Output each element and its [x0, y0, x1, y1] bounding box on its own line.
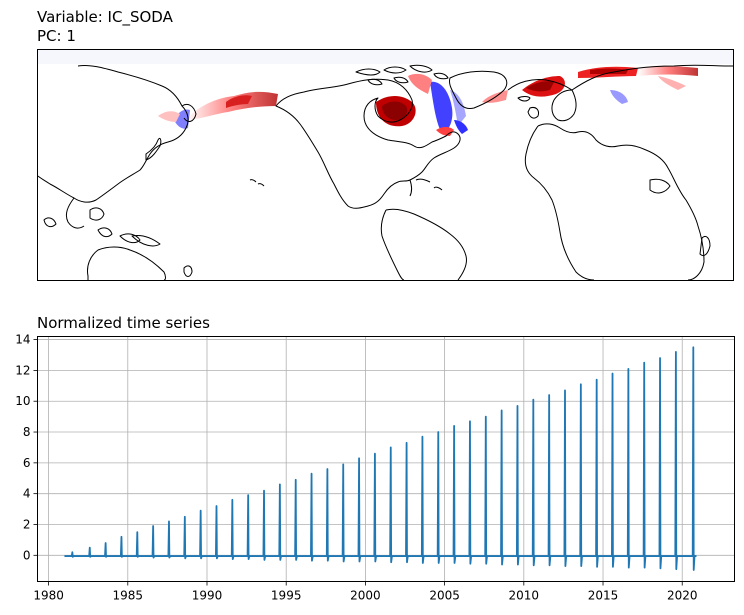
arabia-coast	[649, 178, 671, 194]
pc-spatial-map	[37, 49, 734, 281]
x-tick-label: 1985	[113, 589, 144, 603]
x-tick-label: 2015	[588, 589, 619, 603]
series-line	[64, 346, 697, 571]
greenland-coast	[449, 70, 508, 109]
map-title-pc: PC: 1	[37, 27, 76, 45]
y-tick-label: 8	[23, 425, 31, 439]
north-america-coast	[275, 78, 461, 209]
australia-coast	[87, 246, 166, 280]
caribbean-islands	[415, 178, 443, 191]
plot-frame	[37, 336, 735, 582]
y-tick-label: 2	[23, 517, 31, 531]
x-tick-label: 1980	[33, 589, 64, 603]
series-path	[64, 346, 697, 571]
greenland-sea-positive	[482, 90, 508, 103]
x-tick-label: 1990	[192, 589, 223, 603]
y-tick-label: 10	[15, 394, 30, 408]
baffin-positive	[408, 73, 432, 94]
coastlines	[38, 64, 733, 280]
iceland-coast	[517, 96, 531, 102]
japan-coast	[145, 137, 162, 161]
y-tick-label: 0	[23, 548, 31, 562]
grid-lines	[37, 336, 735, 582]
x-tick-label: 1995	[271, 589, 302, 603]
arctic-ocean-tint	[38, 50, 733, 64]
south-east-asia	[43, 197, 141, 244]
x-tick-label: 2000	[350, 589, 381, 603]
timeseries-title: Normalized time series	[37, 314, 210, 332]
map-title-variable: Variable: IC_SODA	[37, 8, 173, 26]
florida-coast	[409, 179, 412, 197]
madagascar-coast	[699, 235, 711, 257]
scandinavia-coast	[551, 89, 577, 122]
x-tick-label: 2010	[509, 589, 540, 603]
y-tick-label: 12	[15, 363, 30, 377]
y-axis-ticks: 0 2 4 6 8 10 12 14	[15, 333, 38, 562]
new-zealand-coast	[183, 265, 193, 277]
south-america-coast	[380, 208, 467, 280]
labrador-negative	[430, 81, 453, 134]
x-tick-label: 2020	[667, 589, 698, 603]
y-tick-label: 6	[23, 456, 31, 470]
x-axis-ticks: 1980 1985 1990 1995 2000 2005 2010 2015 2020	[33, 581, 698, 603]
kamchatka-coast	[181, 103, 197, 122]
hawaii-islands	[249, 179, 265, 187]
europe-africa-coast	[524, 123, 705, 280]
new-guinea-coast	[131, 235, 161, 247]
x-tick-label: 2005	[429, 589, 460, 603]
laptev-east-siberian	[638, 65, 698, 76]
canadian-archipelago	[355, 64, 449, 86]
y-tick-label: 14	[15, 333, 30, 347]
world-map-svg	[38, 50, 733, 280]
uk-coast	[527, 107, 539, 119]
y-tick-label: 4	[23, 487, 31, 501]
